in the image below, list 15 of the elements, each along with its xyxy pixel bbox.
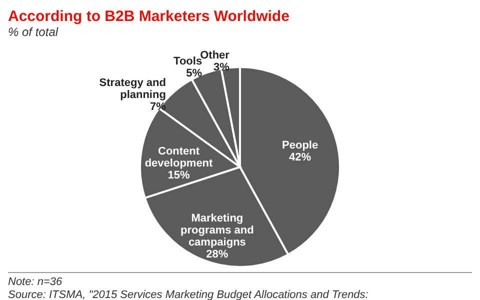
slice-label: Other bbox=[200, 49, 230, 62]
slice-label: Content development bbox=[144, 145, 214, 170]
slice-label: People bbox=[282, 140, 318, 152]
data-label: 3% bbox=[214, 61, 230, 74]
data-label: 15% bbox=[168, 169, 190, 182]
slice-label: Strategy and planning bbox=[99, 76, 166, 101]
data-label: 28% bbox=[206, 248, 228, 261]
chart-title: According to B2B Marketers Worldwide bbox=[8, 8, 290, 25]
slice-label: Marketing programs and campaigns bbox=[180, 212, 254, 249]
data-label: 42% bbox=[289, 152, 312, 164]
data-label: 5% bbox=[186, 68, 202, 80]
source-note: Source: ITSMA, "2015 Services Marketing Budget Allocations and Trends: bbox=[8, 289, 370, 300]
chart-subtitle: % of total bbox=[8, 25, 58, 39]
slice-label: Tools bbox=[174, 56, 202, 68]
text: Note: n=36 bbox=[8, 276, 64, 289]
